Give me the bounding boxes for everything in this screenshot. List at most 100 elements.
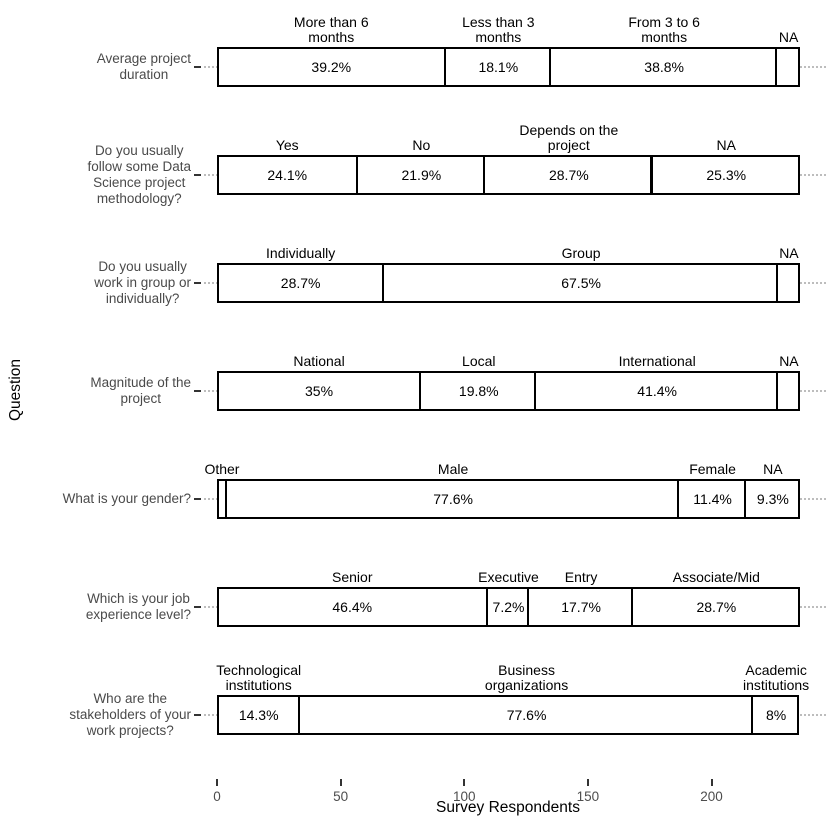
question-label: Do you usually follow some Data Science …	[0, 143, 191, 207]
segment-category-label: Individually	[266, 244, 336, 261]
segment-category-label: NA	[778, 28, 799, 45]
segment-category-label: Associate/Mid	[672, 568, 760, 585]
segment-category-label: Male	[437, 460, 469, 477]
segment-percentage-label: 39.2%	[311, 58, 352, 75]
segment-percentage-label: 7.2%	[492, 598, 525, 615]
x-tick-label: 0	[213, 789, 221, 804]
x-axis-tick	[463, 779, 466, 786]
bar-segment	[630, 586, 800, 627]
segment-percentage-label: 9.3%	[756, 490, 789, 507]
segment-percentage-label: 38.8%	[644, 58, 685, 75]
bar-segment	[217, 694, 301, 735]
segment-percentage-label: 18.1%	[478, 58, 519, 75]
segment-category-label: Local	[462, 352, 496, 369]
segment-category-label: Technological institutions	[216, 661, 302, 693]
segment-category-label: No	[412, 136, 431, 153]
segment-percentage-label: 77.6%	[506, 706, 547, 723]
segment-category-label: Academic institutions	[743, 661, 810, 693]
segment-category-label: National	[293, 352, 345, 369]
segment-percentage-label: 24.1%	[267, 166, 308, 183]
segment-category-label: Depends on the project	[519, 121, 619, 153]
question-label-text: Who are the stakeholders of your work pr…	[69, 690, 191, 738]
question-label-text: Average project duration	[96, 50, 191, 82]
segment-percentage-label: 17.7%	[561, 598, 601, 615]
question-label: Magnitude of the project	[0, 375, 191, 407]
segment-percentage-label: 28.7%	[696, 598, 737, 615]
y-axis-tick	[194, 713, 201, 716]
segment-percentage-label: 67.5%	[561, 274, 601, 291]
segment-category-label: Business organizations	[484, 661, 569, 693]
question-label-text: Which is your job experience level?	[85, 590, 191, 622]
bar-segment	[483, 154, 653, 195]
segment-category-label: Female	[689, 460, 736, 477]
segment-percentage-label: 28.7%	[280, 274, 321, 291]
bar-segment	[743, 478, 800, 519]
bar-segment	[298, 694, 753, 735]
x-axis-tick	[216, 779, 218, 786]
bar-segment	[677, 478, 746, 519]
y-axis-tick	[194, 389, 201, 392]
bar-segment	[534, 370, 778, 411]
segment-percentage-label: 46.4%	[332, 598, 373, 615]
y-axis-tick	[194, 497, 201, 500]
question-label: Who are the stakeholders of your work pr…	[0, 691, 191, 739]
bar-segment	[217, 46, 446, 87]
x-axis-title: Survey Respondents	[436, 799, 580, 816]
bar-segment	[549, 46, 778, 87]
x-tick-label: 150	[576, 789, 600, 804]
segment-percentage-label: 14.3%	[238, 706, 279, 723]
segment-category-label: International	[618, 352, 696, 369]
bar-segment	[650, 154, 800, 195]
segment-category-label: NA	[779, 352, 799, 369]
bar-segment	[443, 46, 552, 87]
segment-percentage-label: 28.7%	[548, 166, 589, 183]
segment-percentage-label: 25.3%	[706, 166, 747, 183]
x-tick-label: 200	[700, 789, 723, 804]
y-axis-tick	[194, 173, 201, 176]
segment-percentage-label: 41.4%	[637, 382, 678, 399]
x-tick-label: 100	[452, 789, 476, 804]
segment-category-label: Less than 3 months	[462, 13, 535, 45]
segment-category-label: More than 6 months	[293, 13, 369, 45]
question-label: Which is your job experience level?	[0, 591, 191, 623]
segment-category-label: Yes	[275, 136, 299, 153]
question-label-text: What is your gender?	[62, 490, 191, 506]
x-axis-tick	[586, 779, 589, 786]
bar-segment	[217, 370, 422, 411]
bar-segment	[224, 478, 680, 519]
segment-percentage-label: 8%	[765, 706, 787, 723]
question-label: Do you usually work in group or individu…	[0, 259, 191, 307]
bar-segment	[382, 262, 778, 303]
question-label: What is your gender?	[0, 491, 191, 507]
segment-category-label: From 3 to 6 months	[628, 13, 700, 45]
question-label-text: Do you usually work in group or individu…	[94, 258, 191, 306]
y-axis-tick	[194, 605, 201, 608]
question-label: Average project duration	[0, 51, 191, 83]
bar-segment	[775, 370, 800, 411]
bar-segment	[775, 262, 800, 303]
y-axis-tick	[194, 281, 201, 284]
bar-segment	[750, 694, 800, 735]
segment-category-label: Entry	[564, 568, 598, 585]
question-label-text: Do you usually follow some Data Science …	[87, 142, 191, 206]
x-axis-tick	[710, 779, 713, 786]
segment-category-label: Executive	[478, 568, 539, 585]
segment-category-label: Senior	[332, 568, 373, 585]
segment-percentage-label: 35%	[305, 382, 334, 399]
bar-segment	[355, 154, 486, 195]
x-axis-tick	[339, 779, 342, 786]
segment-percentage-label: 11.4%	[693, 490, 732, 507]
segment-percentage-label: 77.6%	[433, 490, 473, 507]
segment-category-label: NA	[779, 244, 799, 261]
bar-segment	[217, 262, 385, 303]
y-axis-tick	[194, 65, 201, 68]
segment-percentage-label: 21.9%	[401, 166, 442, 183]
bar-segment	[775, 46, 800, 87]
segment-category-label: NA	[763, 460, 783, 477]
segment-category-label: Other	[204, 460, 240, 477]
bar-segment	[217, 586, 488, 627]
segment-percentage-label: 19.8%	[458, 382, 499, 399]
bar-segment	[419, 370, 537, 411]
segment-category-label: NA	[716, 136, 736, 153]
